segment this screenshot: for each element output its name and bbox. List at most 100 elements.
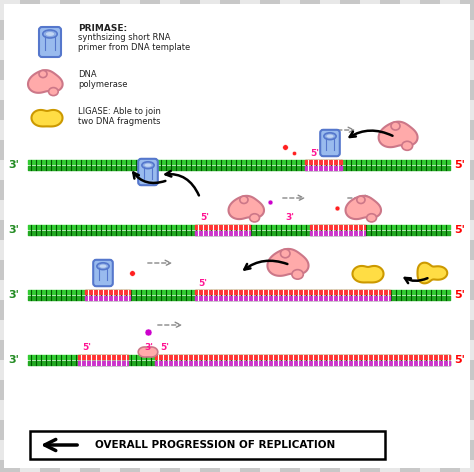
Bar — [180, 460, 200, 472]
Bar — [0, 300, 20, 320]
Bar — [380, 200, 400, 220]
Bar — [80, 0, 100, 20]
Bar — [260, 220, 280, 240]
Bar — [100, 360, 120, 380]
Bar — [280, 260, 300, 280]
Bar — [20, 120, 40, 140]
Bar — [120, 380, 140, 400]
Bar — [280, 440, 300, 460]
Bar — [0, 100, 20, 120]
Bar — [80, 300, 100, 320]
Bar — [240, 20, 260, 40]
Bar — [300, 40, 320, 60]
Bar — [400, 240, 420, 260]
Bar — [420, 100, 440, 120]
Bar — [380, 0, 400, 20]
Bar — [40, 340, 60, 360]
Bar — [420, 0, 440, 20]
Bar — [100, 340, 120, 360]
Bar — [120, 280, 140, 300]
Bar — [440, 340, 460, 360]
Bar — [140, 40, 160, 60]
Bar — [300, 100, 320, 120]
Bar — [340, 0, 360, 20]
Bar — [280, 180, 300, 200]
Bar — [140, 20, 160, 40]
Bar — [80, 340, 100, 360]
Bar — [240, 280, 260, 300]
Bar — [200, 0, 220, 20]
Bar — [160, 380, 180, 400]
Bar — [100, 280, 120, 300]
Bar — [160, 180, 180, 200]
Bar — [280, 220, 300, 240]
Text: LIGASE: Able to join
two DNA fragments: LIGASE: Able to join two DNA fragments — [78, 107, 161, 126]
Bar — [40, 220, 60, 240]
Ellipse shape — [45, 32, 55, 36]
Bar — [180, 260, 200, 280]
Bar — [420, 280, 440, 300]
Text: 3': 3' — [9, 160, 19, 170]
Bar — [220, 80, 240, 100]
Bar — [460, 60, 474, 80]
Bar — [40, 460, 60, 472]
Bar — [180, 240, 200, 260]
Bar — [20, 360, 40, 380]
Bar — [360, 440, 380, 460]
Bar — [420, 160, 440, 180]
Text: 3': 3' — [9, 290, 19, 300]
Bar — [320, 20, 340, 40]
Bar — [200, 320, 220, 340]
Bar — [340, 80, 360, 100]
Bar — [460, 40, 474, 60]
Bar — [460, 160, 474, 180]
Bar — [280, 20, 300, 40]
Bar — [280, 40, 300, 60]
Bar — [340, 160, 360, 180]
Bar — [240, 300, 260, 320]
Bar — [40, 440, 60, 460]
Bar — [160, 280, 180, 300]
Ellipse shape — [367, 214, 376, 222]
Bar — [240, 260, 260, 280]
Bar — [340, 220, 360, 240]
Bar — [220, 440, 240, 460]
Bar — [60, 200, 80, 220]
Bar — [60, 420, 80, 440]
Bar — [80, 200, 100, 220]
Bar — [260, 420, 280, 440]
Bar — [400, 0, 420, 20]
Bar — [60, 240, 80, 260]
Bar — [320, 280, 340, 300]
Bar — [400, 360, 420, 380]
Bar — [120, 400, 140, 420]
Bar — [0, 60, 20, 80]
Bar — [360, 140, 380, 160]
Bar — [20, 260, 40, 280]
Bar — [140, 400, 160, 420]
Bar — [140, 180, 160, 200]
Bar — [0, 280, 20, 300]
Bar — [380, 400, 400, 420]
Bar — [300, 240, 320, 260]
Bar — [300, 320, 320, 340]
Bar — [40, 40, 60, 60]
Bar — [140, 460, 160, 472]
Bar — [380, 220, 400, 240]
Bar — [140, 280, 160, 300]
Bar — [380, 120, 400, 140]
Polygon shape — [353, 266, 383, 282]
Text: 5': 5' — [82, 344, 91, 353]
Bar — [360, 400, 380, 420]
Bar — [60, 440, 80, 460]
Bar — [300, 0, 320, 20]
Bar — [460, 300, 474, 320]
Bar — [20, 460, 40, 472]
Bar — [140, 360, 160, 380]
Bar — [360, 100, 380, 120]
Bar — [260, 280, 280, 300]
Bar — [300, 340, 320, 360]
Bar — [220, 320, 240, 340]
Bar — [180, 200, 200, 220]
Bar — [400, 340, 420, 360]
